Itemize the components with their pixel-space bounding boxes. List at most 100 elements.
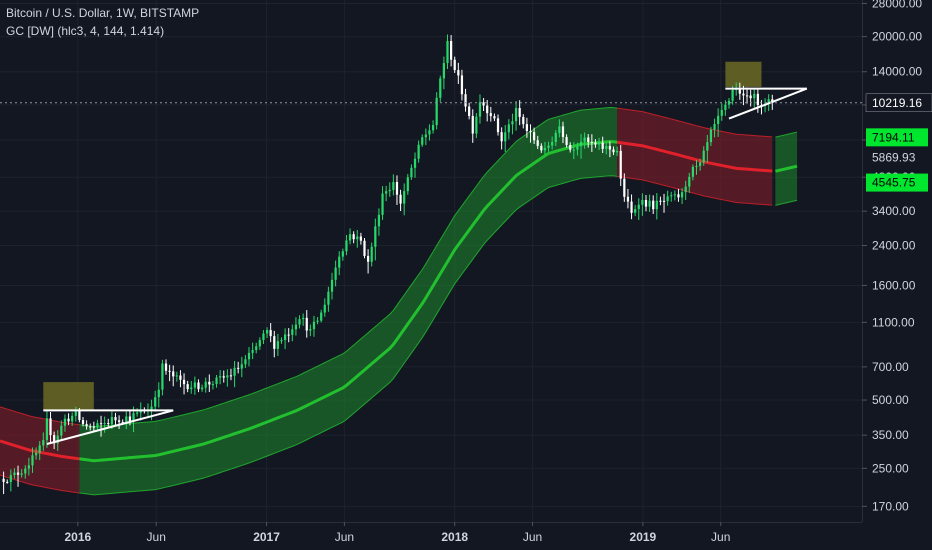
band-bear-0-lower <box>0 474 80 494</box>
candle-body <box>244 359 247 365</box>
triangle-drawings[interactable] <box>43 87 808 445</box>
candle-body <box>507 124 510 133</box>
candle-body <box>619 150 622 179</box>
time-axis[interactable]: 2016 Jun 2017 Jun 2018 Jun 2019 Jun <box>0 522 932 550</box>
candle-body <box>478 102 482 117</box>
price-tick-label: 28000.00 <box>872 0 922 10</box>
candle-body <box>641 199 644 205</box>
candle-body <box>110 417 113 424</box>
candle-body <box>204 381 207 388</box>
price-tick-label: 350.00 <box>872 428 909 442</box>
candle-body <box>175 375 178 377</box>
indicator-title[interactable]: GC [DW] (hlc3, 4, 144, 1.414) <box>6 24 165 38</box>
candle-body <box>136 412 139 414</box>
band-projection-upper <box>775 131 798 138</box>
candle-body <box>305 317 308 331</box>
price-tick-label: 250.00 <box>872 461 909 475</box>
candle-body <box>753 93 756 99</box>
candle-body <box>417 144 420 159</box>
last-price-tag <box>865 93 932 113</box>
candle-body <box>309 329 312 331</box>
band-bear-0-upper <box>0 406 80 426</box>
candle-body <box>406 177 409 192</box>
candle-body <box>410 167 413 178</box>
candle-body <box>590 141 593 143</box>
candle-body <box>623 178 626 197</box>
price-tick-label: 20000.00 <box>872 30 922 44</box>
time-tick-label: Jun <box>523 530 542 544</box>
candle-body <box>561 126 565 137</box>
candle-body <box>612 149 615 153</box>
candle-body <box>327 291 330 305</box>
candle-body <box>92 426 95 428</box>
candle-body <box>558 126 561 133</box>
candle-body <box>323 304 326 313</box>
candle-body <box>370 246 373 262</box>
band-projection-lower <box>775 199 798 206</box>
candle-body <box>677 194 680 198</box>
candle-body <box>435 97 438 126</box>
candle-body <box>702 150 705 163</box>
candle-body <box>518 108 521 117</box>
candle-body <box>374 226 377 247</box>
candle-body <box>496 118 500 133</box>
candle-body <box>439 78 442 98</box>
candle-body <box>547 145 550 148</box>
candle-body <box>680 192 684 198</box>
candle-body <box>150 406 153 411</box>
price-tick-label: 3400.00 <box>872 204 916 218</box>
candle-body <box>583 137 586 142</box>
candle-body <box>283 334 287 341</box>
candle-body <box>601 142 604 149</box>
candle-body <box>403 191 406 204</box>
candle-body <box>666 196 669 202</box>
band-bear-2-lower <box>617 175 773 206</box>
candle-body <box>229 375 233 377</box>
candle-body <box>6 481 9 483</box>
candle-body <box>132 413 135 422</box>
candle-body <box>168 370 171 372</box>
candle-body <box>42 440 45 446</box>
side-label-value: 7194.11 <box>872 130 915 144</box>
candle-body <box>691 166 695 177</box>
candle-body <box>464 94 467 107</box>
triangle-bottom-line-1 <box>728 87 808 120</box>
candle-body <box>626 196 630 202</box>
candle-body <box>186 384 189 390</box>
candle-body <box>96 423 99 428</box>
candle-body <box>179 375 182 380</box>
time-tick-label: Jun <box>147 530 166 544</box>
candle-body <box>644 199 648 207</box>
candle-body <box>385 191 388 194</box>
candle-body <box>172 371 175 377</box>
candle-body <box>486 105 489 114</box>
candle-body <box>34 452 38 456</box>
candle-body <box>522 116 525 125</box>
candle-body <box>226 375 229 378</box>
candle-body <box>298 319 301 325</box>
candle-body <box>554 132 557 143</box>
highlight-boxes <box>43 61 762 411</box>
candle-body <box>330 279 334 292</box>
candle-body <box>49 418 52 436</box>
price-tick-label: 2400.00 <box>872 238 916 252</box>
candle-body <box>572 149 575 151</box>
price-axis[interactable]: 28000.0020000.0014000.0010000.007000.004… <box>862 0 932 550</box>
candle-body <box>717 115 720 125</box>
candle-body <box>356 236 359 240</box>
band-bull-1-upper <box>79 106 618 428</box>
symbol-title[interactable]: Bitcoin / U.S. Dollar, 1W, BITSTAMP <box>6 6 200 20</box>
candle-body <box>164 363 168 371</box>
price-tick-label: 170.00 <box>872 499 909 513</box>
candle-body <box>161 363 164 390</box>
candle-body <box>742 93 745 96</box>
candle-body <box>352 234 355 240</box>
candle-body <box>233 367 236 376</box>
candle-body <box>182 379 186 385</box>
candle-body <box>31 455 34 466</box>
band-bear-2-upper <box>617 107 773 138</box>
candle-body <box>276 341 280 349</box>
candle-body <box>240 364 243 369</box>
candle-body <box>117 420 121 422</box>
